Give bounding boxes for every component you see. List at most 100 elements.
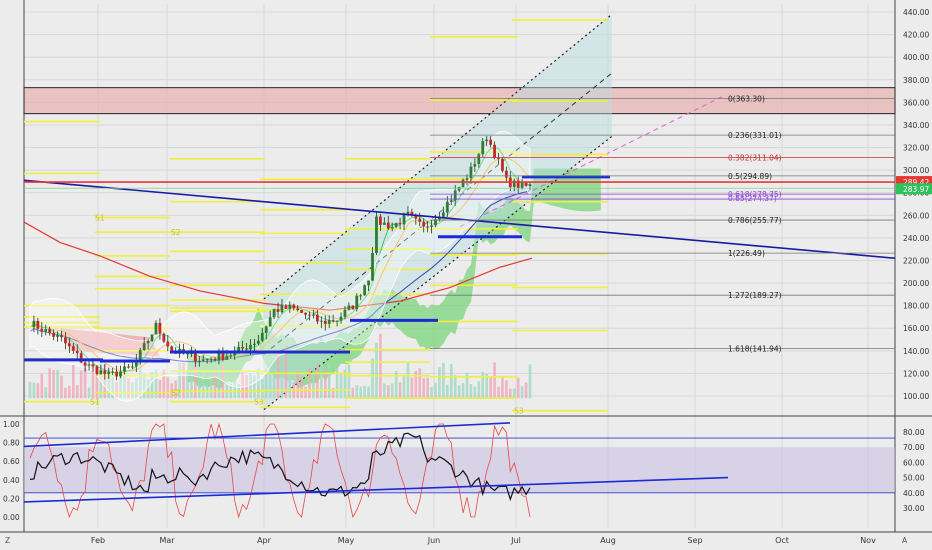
volume-bar xyxy=(449,364,453,399)
ichimoku-cloud-bearish xyxy=(60,328,160,357)
candle-body xyxy=(134,360,138,367)
candle-body xyxy=(312,314,315,316)
rsi-tick-label: 30.00 xyxy=(903,504,925,513)
candle-body xyxy=(426,226,430,228)
volume-bar xyxy=(32,382,36,399)
price-tick-label: 240.00 xyxy=(903,234,929,243)
candle-body xyxy=(111,371,115,373)
volume-bar xyxy=(509,388,512,399)
candle-body xyxy=(32,320,36,328)
pivot-label: S3 xyxy=(514,407,524,416)
rsi-tick-label: 70.00 xyxy=(903,443,925,452)
candle-body xyxy=(280,305,284,313)
stoch-tick-label: 1.00 xyxy=(3,420,20,429)
fib-label: 0.65(274.37) xyxy=(728,194,777,203)
price-tick-label: 400.00 xyxy=(903,53,929,62)
volume-bar xyxy=(68,385,71,399)
volume-bar xyxy=(225,375,229,399)
volume-bar xyxy=(166,377,170,399)
oscillator-upper-trendline xyxy=(23,422,511,448)
pivot-label: S2 xyxy=(171,228,181,237)
candle-body xyxy=(351,305,355,310)
volume-bar xyxy=(473,386,477,399)
volume-bar xyxy=(142,373,146,399)
candle-body xyxy=(249,344,252,350)
volume-bar xyxy=(72,364,75,399)
volume-bar xyxy=(505,380,508,399)
volume-bar xyxy=(91,365,95,399)
month-label: Apr xyxy=(257,536,272,545)
price-tick-label: 380.00 xyxy=(903,76,929,85)
time-axis-corner-left: Z xyxy=(5,536,10,545)
month-label: May xyxy=(338,536,355,545)
candle-body xyxy=(36,320,40,329)
price-tick-label: 420.00 xyxy=(903,31,929,40)
oscillator-pane: 1.00 0.80 0.60 0.40 0.20 0.00 80.00 70.00 60.00 5… xyxy=(3,420,925,522)
volume-bar xyxy=(481,371,485,399)
candle-body xyxy=(123,366,126,372)
descending-trendline xyxy=(23,179,896,260)
volume-bar xyxy=(316,364,319,399)
volume-bar xyxy=(335,368,339,399)
price-tick-label: 200.00 xyxy=(903,279,929,288)
projection-line xyxy=(459,96,723,228)
volume-bar xyxy=(457,385,461,399)
candle-body xyxy=(296,308,300,311)
candle-body xyxy=(115,371,119,377)
fibonacci-levels: 0(363.30) 0.236(331.01) 0.382(311.04) 0.5(2… xyxy=(430,95,895,354)
price-tick-label: 160.00 xyxy=(903,324,929,333)
volume-bar xyxy=(56,369,59,399)
candle-body xyxy=(260,332,264,341)
volume-bar xyxy=(414,370,418,399)
price-tick-label: 220.00 xyxy=(903,256,929,265)
price-tick-label: 180.00 xyxy=(903,302,929,311)
candle-body xyxy=(457,187,461,191)
volume-bar xyxy=(406,362,410,399)
candle-body xyxy=(64,337,67,344)
price-tick-label: 320.00 xyxy=(903,144,929,153)
volume-bar xyxy=(123,365,126,399)
candle-body xyxy=(233,351,237,356)
candle-body xyxy=(154,322,158,335)
candle-body xyxy=(418,218,422,222)
month-label: Jul xyxy=(510,536,521,545)
reference-price-tag-label: 283.97 xyxy=(903,185,929,194)
pivot-label: S1 xyxy=(95,214,105,223)
volume-bar xyxy=(300,377,303,399)
candle-body xyxy=(146,341,150,344)
price-tick-label: 100.00 xyxy=(903,392,929,401)
candle-body xyxy=(284,305,288,309)
candle-body xyxy=(300,310,304,313)
candle-body xyxy=(520,182,524,189)
candle-body xyxy=(390,226,394,229)
volume-bar xyxy=(434,382,437,399)
candle-body xyxy=(237,346,241,352)
candle-body xyxy=(347,305,351,310)
volume-bar xyxy=(241,371,244,399)
candle-body xyxy=(343,309,347,317)
candle-body xyxy=(363,285,367,296)
volume-bar xyxy=(83,365,87,399)
price-tick-label: 300.00 xyxy=(903,166,929,175)
candle-body xyxy=(268,317,272,327)
fib-label: 0.5(294.89) xyxy=(728,172,772,181)
candle-body xyxy=(130,366,134,368)
volume-bar xyxy=(339,372,343,399)
candle-body xyxy=(91,364,95,367)
candle-body xyxy=(138,350,142,361)
candle-body xyxy=(339,316,343,321)
fib-label: 1(226.49) xyxy=(728,249,765,258)
pivot-label: S1 xyxy=(90,398,100,407)
volume-bar xyxy=(402,376,406,399)
stochastic-line xyxy=(29,422,531,519)
candle-body xyxy=(371,252,374,281)
candle-body xyxy=(71,346,75,351)
volume-bar xyxy=(284,345,288,399)
fib-label: 1.618(141.94) xyxy=(728,345,782,354)
price-tick-label: 120.00 xyxy=(903,369,929,378)
volume-bar xyxy=(79,370,83,399)
candle-body xyxy=(335,320,339,322)
candle-body xyxy=(449,200,453,202)
candle-body xyxy=(162,333,166,342)
